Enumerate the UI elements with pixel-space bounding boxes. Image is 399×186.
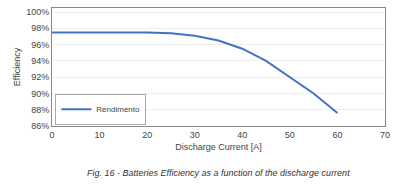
svg-text:94%: 94%	[31, 56, 49, 66]
svg-text:92%: 92%	[31, 72, 49, 82]
svg-text:Efficiency: Efficiency	[12, 47, 22, 86]
svg-text:20: 20	[142, 130, 152, 140]
svg-text:60: 60	[332, 130, 342, 140]
svg-text:Discharge Current [A]: Discharge Current [A]	[175, 142, 262, 152]
svg-text:40: 40	[237, 130, 247, 140]
svg-text:88%: 88%	[31, 105, 49, 115]
svg-text:Fig. 16 - Batteries Efficiency: Fig. 16 - Batteries Efficiency as a func…	[87, 168, 350, 178]
svg-text:96%: 96%	[31, 40, 49, 50]
svg-text:100%: 100%	[26, 7, 49, 17]
svg-text:86%: 86%	[31, 121, 49, 131]
svg-text:30: 30	[190, 130, 200, 140]
svg-text:70: 70	[380, 130, 390, 140]
svg-text:90%: 90%	[31, 89, 49, 99]
svg-text:98%: 98%	[31, 23, 49, 33]
svg-text:0: 0	[49, 130, 54, 140]
svg-text:Rendimento: Rendimento	[96, 105, 140, 114]
svg-text:50: 50	[285, 130, 295, 140]
svg-text:10: 10	[95, 130, 105, 140]
